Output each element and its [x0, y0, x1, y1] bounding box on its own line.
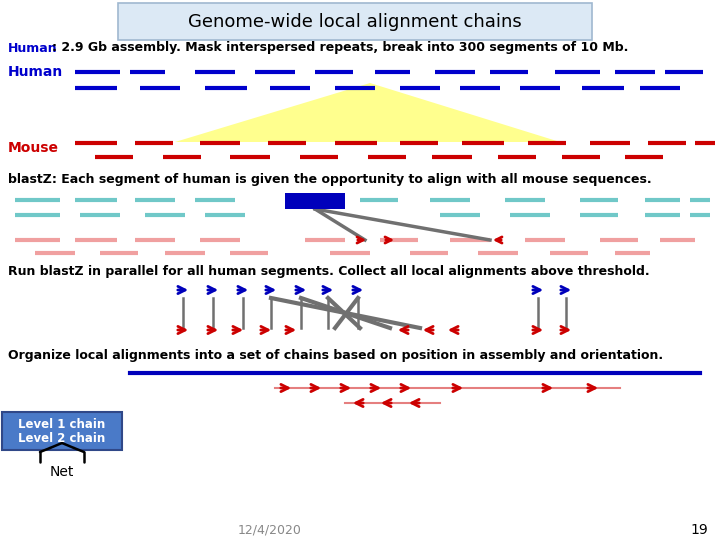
Text: 19: 19 — [690, 523, 708, 537]
Text: Level 2 chain: Level 2 chain — [19, 431, 106, 444]
Bar — [285, 193, 345, 209]
Text: Mouse: Mouse — [8, 141, 59, 155]
Text: Human: Human — [8, 42, 58, 55]
Text: 12/4/2020: 12/4/2020 — [238, 523, 302, 537]
Text: Run blastZ in parallel for all human segments. Collect all local alignments abov: Run blastZ in parallel for all human seg… — [8, 266, 649, 279]
Text: blastZ: Each segment of human is given the opportunity to align with all mouse s: blastZ: Each segment of human is given t… — [8, 173, 652, 186]
Text: Human: Human — [8, 65, 63, 79]
Text: Genome-wide local alignment chains: Genome-wide local alignment chains — [188, 13, 522, 31]
Text: : 2.9 Gb assembly. Mask interspersed repeats, break into 300 segments of 10 Mb.: : 2.9 Gb assembly. Mask interspersed rep… — [52, 42, 629, 55]
Text: Organize local alignments into a set of chains based on position in assembly and: Organize local alignments into a set of … — [8, 348, 663, 361]
Text: Net: Net — [50, 465, 74, 479]
FancyBboxPatch shape — [2, 412, 122, 450]
Text: Level 1 chain: Level 1 chain — [19, 417, 106, 430]
Polygon shape — [175, 83, 560, 142]
FancyBboxPatch shape — [118, 3, 592, 40]
